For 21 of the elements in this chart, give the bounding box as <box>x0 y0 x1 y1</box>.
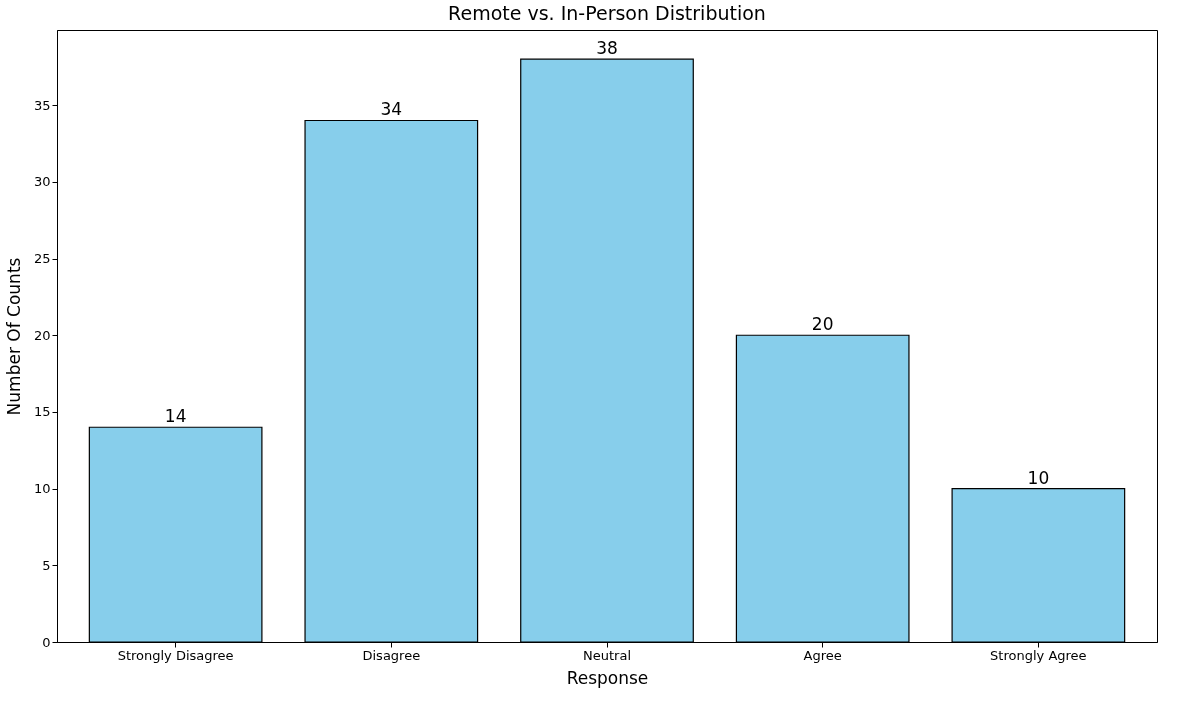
x-axis-title: Response <box>566 667 649 688</box>
y-tick-label: 15 <box>33 404 51 420</box>
chart-title: Remote vs. In-Person Distribution <box>448 2 766 24</box>
y-tick-label: 30 <box>33 174 51 190</box>
data-label: 34 <box>380 99 403 120</box>
data-label: 20 <box>811 314 834 335</box>
y-tick-label: 10 <box>33 481 51 497</box>
y-axis-title: Number Of Counts <box>3 257 24 416</box>
y-tick-label: 20 <box>33 327 51 343</box>
y-tick-label: 35 <box>33 97 51 113</box>
data-label: 14 <box>164 406 187 427</box>
x-tick-label: Strongly Disagree <box>117 647 234 663</box>
x-tick-label: Disagree <box>362 647 421 663</box>
data-label: 38 <box>596 38 618 59</box>
y-tick-label: 25 <box>33 251 51 267</box>
y-tick-label: 5 <box>42 557 51 573</box>
data-label: 10 <box>1027 467 1050 488</box>
x-tick-label: Strongly Agree <box>990 647 1087 663</box>
x-tick-label: Agree <box>803 647 842 663</box>
x-tick-label: Neutral <box>583 647 631 663</box>
y-tick-label: 0 <box>42 634 51 650</box>
